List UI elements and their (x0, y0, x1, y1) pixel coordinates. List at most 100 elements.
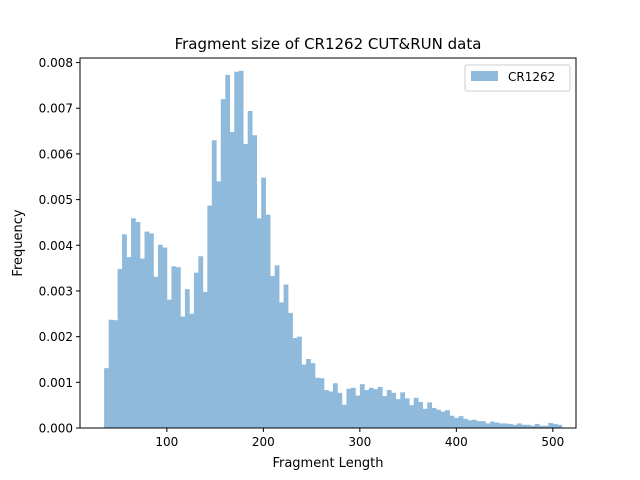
histogram-bar (332, 383, 338, 428)
y-tick-label: 0.002 (39, 330, 73, 344)
y-tick-label: 0.007 (39, 102, 73, 116)
x-tick-label: 400 (445, 435, 468, 449)
histogram-bars (104, 70, 563, 429)
histogram-bar (467, 420, 473, 428)
histogram-bar (261, 177, 266, 428)
histogram-bar (548, 422, 554, 428)
legend-label: CR1262 (508, 70, 555, 84)
histogram-bar (283, 284, 289, 428)
histogram-bar (543, 425, 549, 428)
histogram-bar (238, 70, 244, 428)
y-tick-label: 0.003 (39, 284, 73, 298)
histogram-bar (368, 387, 374, 428)
x-tick-label: 200 (252, 435, 275, 449)
histogram-bar (395, 399, 401, 428)
histogram-bar (377, 386, 383, 428)
histogram-bar (445, 410, 450, 428)
x-tick-label: 100 (155, 435, 178, 449)
histogram-bar (274, 265, 280, 428)
histogram-bar (144, 231, 150, 428)
y-tick-label: 0.001 (39, 376, 73, 390)
histogram-bar (400, 392, 406, 428)
histogram-bar (140, 258, 145, 428)
histogram-bar (490, 421, 495, 428)
histogram-bar (512, 424, 518, 428)
histogram-bar (234, 71, 240, 428)
histogram-bar (247, 110, 253, 429)
histogram-bar (552, 423, 558, 428)
histogram-bar (171, 266, 177, 428)
histogram-bar (337, 392, 343, 428)
histogram-bar (463, 418, 468, 428)
histogram-bar (153, 276, 159, 428)
histogram-bar (207, 205, 213, 428)
histogram-bar (422, 408, 428, 428)
x-axis-label: Fragment Length (272, 456, 383, 471)
histogram-bar (225, 74, 231, 429)
histogram-bar (229, 132, 235, 428)
histogram-bar (391, 392, 397, 428)
histogram-bar (279, 302, 284, 428)
histogram-bar (211, 140, 217, 428)
histogram-bar (306, 359, 311, 428)
histogram-bar (355, 395, 361, 428)
histogram-bar (252, 135, 257, 428)
histogram-bar (220, 99, 226, 429)
y-tick-label: 0.000 (39, 422, 73, 436)
histogram-bar (328, 391, 334, 428)
histogram-bar (292, 338, 298, 428)
histogram-bar (458, 416, 464, 428)
histogram-bar (108, 319, 114, 428)
histogram-bar (557, 424, 563, 428)
histogram-bar (418, 401, 424, 428)
y-tick-label: 0.005 (39, 193, 73, 207)
y-tick-label: 0.006 (39, 147, 73, 161)
y-tick-label: 0.008 (39, 56, 73, 70)
histogram-bar (166, 299, 172, 428)
histogram-bar (243, 143, 249, 428)
histogram-bar (454, 417, 459, 428)
histogram-bar (104, 368, 109, 428)
histogram-bar (189, 313, 195, 428)
histogram-bar (525, 424, 531, 428)
histogram-bar (404, 398, 410, 428)
histogram-bar (265, 214, 271, 428)
histogram-bar (431, 407, 437, 428)
x-tick-label: 300 (348, 435, 371, 449)
histogram-bar (324, 390, 329, 428)
histogram-bar (534, 423, 540, 428)
histogram-bar (202, 291, 208, 428)
histogram-bar (476, 421, 482, 428)
histogram-bar (503, 423, 509, 428)
legend-swatch (471, 71, 498, 81)
histogram-bar (413, 397, 419, 428)
y-tick-label: 0.004 (39, 239, 73, 253)
y-axis-label: Frequency (11, 209, 26, 276)
histogram-bar (135, 221, 141, 428)
histogram-bar (256, 218, 262, 428)
histogram-bar (198, 256, 204, 428)
histogram-bar (449, 415, 455, 428)
histogram-bar (346, 388, 352, 428)
histogram-bar (481, 421, 486, 428)
histogram-bar (157, 244, 163, 428)
histogram-bar (386, 390, 392, 428)
histogram-bar (180, 316, 186, 428)
histogram-bar (350, 387, 356, 428)
histogram-bar (409, 405, 415, 428)
x-axis-ticks: 100 200 300 400 500 (155, 428, 564, 449)
histogram-bar (193, 272, 199, 428)
histogram-bar (310, 363, 316, 428)
histogram-bar (516, 423, 522, 428)
histogram-bar (297, 336, 302, 428)
histogram-bar (131, 218, 136, 428)
histogram-bar (472, 419, 477, 428)
histogram-bar (364, 390, 370, 428)
histogram-bar (216, 181, 222, 428)
plot-area-frame (79, 57, 577, 429)
histogram-bar (485, 423, 491, 428)
chart-title: Fragment size of CR1262 CUT&RUN data (175, 35, 482, 53)
histogram-bar (498, 423, 504, 428)
histogram-bar (149, 233, 154, 428)
